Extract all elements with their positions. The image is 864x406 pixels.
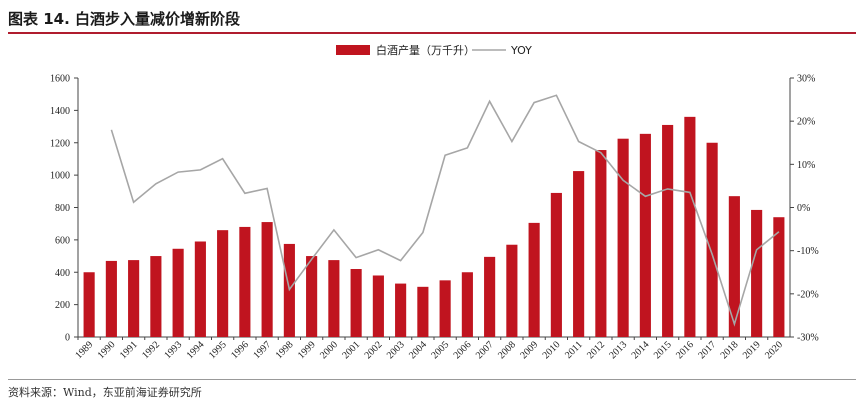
x-tick-label: 2002 xyxy=(363,339,385,361)
x-tick-label: 2010 xyxy=(541,339,563,361)
x-tick-label: 2011 xyxy=(563,339,585,361)
title-bar: 图表 14. 白酒步入量减价增新阶段 xyxy=(8,6,856,34)
bar-1989 xyxy=(83,272,95,337)
bar-2014 xyxy=(639,133,651,337)
x-tick-label: 2017 xyxy=(696,339,718,361)
source-note: 资料来源：Wind，东亚前海证券研究所 xyxy=(8,386,202,399)
x-tick-label: 1991 xyxy=(118,339,140,361)
x-tick-label: 2013 xyxy=(607,339,629,361)
footer-divider xyxy=(8,379,856,380)
x-tick-label: 2001 xyxy=(340,339,362,361)
x-tick-label: 2005 xyxy=(429,339,451,361)
x-tick-label: 1997 xyxy=(251,339,273,361)
bar-1997 xyxy=(261,222,273,337)
x-tick-label: 2006 xyxy=(452,339,474,361)
bar-1996 xyxy=(239,226,251,337)
x-tick-label: 2004 xyxy=(407,339,429,361)
bar-1991 xyxy=(128,260,140,337)
bar-2015 xyxy=(662,124,674,337)
bar-2007 xyxy=(484,256,496,337)
x-tick-label: 1994 xyxy=(185,339,207,361)
bar-2002 xyxy=(372,275,384,337)
bar-1994 xyxy=(194,241,206,337)
x-tick-label: 1998 xyxy=(274,339,296,361)
x-tick-label: 1992 xyxy=(140,339,162,361)
x-tick-label: 2016 xyxy=(674,339,696,361)
bar-1993 xyxy=(172,248,184,337)
right-tick-label: 0% xyxy=(797,203,810,214)
left-tick-label: 800 xyxy=(55,203,70,214)
bar-2019 xyxy=(751,209,763,337)
x-tick-label: 1993 xyxy=(162,339,184,361)
bar-2018 xyxy=(728,196,740,337)
left-tick-label: 200 xyxy=(55,300,70,311)
bar-1999 xyxy=(306,256,318,337)
bar-2016 xyxy=(684,116,696,337)
bar-2013 xyxy=(617,138,629,337)
left-tick-label: 400 xyxy=(55,268,70,279)
bar-1990 xyxy=(105,260,117,337)
x-tick-label: 1990 xyxy=(96,339,118,361)
right-tick-label: -20% xyxy=(797,289,819,300)
x-tick-label: 2014 xyxy=(630,339,652,361)
x-tick-label: 1989 xyxy=(73,339,95,361)
right-tick-label: 10% xyxy=(797,160,815,171)
right-tick-label: 20% xyxy=(797,117,815,128)
bar-2006 xyxy=(461,272,473,337)
bar-1995 xyxy=(217,230,229,337)
right-tick-label: 30% xyxy=(797,74,815,85)
x-tick-label: 2018 xyxy=(719,339,741,361)
bar-2011 xyxy=(573,171,585,337)
bar-2020 xyxy=(773,217,785,337)
chart: 0 200 400 600 800 1000 1200 1400 1600 30% 20% 10% 0%… xyxy=(50,43,819,361)
left-tick-label: 0 xyxy=(65,333,70,344)
x-tick-label: 1996 xyxy=(229,339,251,361)
bar-2005 xyxy=(439,280,451,337)
bar-2004 xyxy=(417,286,429,337)
figure-title: 图表 14. 白酒步入量减价增新阶段 xyxy=(8,10,241,28)
legend-line-label: YOY xyxy=(510,44,532,57)
left-tick-label: 1400 xyxy=(50,106,70,117)
right-tick-label: -30% xyxy=(797,333,819,344)
x-tick-label: 2000 xyxy=(318,339,340,361)
bar-2017 xyxy=(706,142,718,337)
yoy-line xyxy=(110,94,780,327)
bar-2012 xyxy=(595,150,607,337)
x-tick-label: 2009 xyxy=(518,339,540,361)
legend-bar-label: 白酒产量（万千升） xyxy=(376,43,475,57)
x-tick-label: 2015 xyxy=(652,339,674,361)
bar-2010 xyxy=(550,192,562,337)
x-tick-label: 1995 xyxy=(207,339,229,361)
right-tick-label: -10% xyxy=(797,246,819,257)
left-tick-label: 600 xyxy=(55,235,70,246)
left-tick-label: 1000 xyxy=(50,171,70,182)
x-tick-label: 2020 xyxy=(763,339,785,361)
bar-1992 xyxy=(150,256,162,337)
bar-2000 xyxy=(328,260,340,337)
x-tick-label: 2019 xyxy=(741,339,763,361)
bar-2008 xyxy=(506,244,518,337)
bar-2003 xyxy=(395,283,407,337)
left-tick-label: 1200 xyxy=(50,138,70,149)
x-tick-label: 2008 xyxy=(496,339,518,361)
x-tick-label: 1999 xyxy=(296,339,318,361)
x-tick-label: 2007 xyxy=(474,339,496,361)
x-tick-label: 2003 xyxy=(385,339,407,361)
bar-2001 xyxy=(350,269,362,337)
left-tick-label: 1600 xyxy=(50,74,70,85)
bar-2009 xyxy=(528,222,540,337)
legend-bar-swatch xyxy=(336,45,370,55)
x-tick-label: 2012 xyxy=(585,339,607,361)
